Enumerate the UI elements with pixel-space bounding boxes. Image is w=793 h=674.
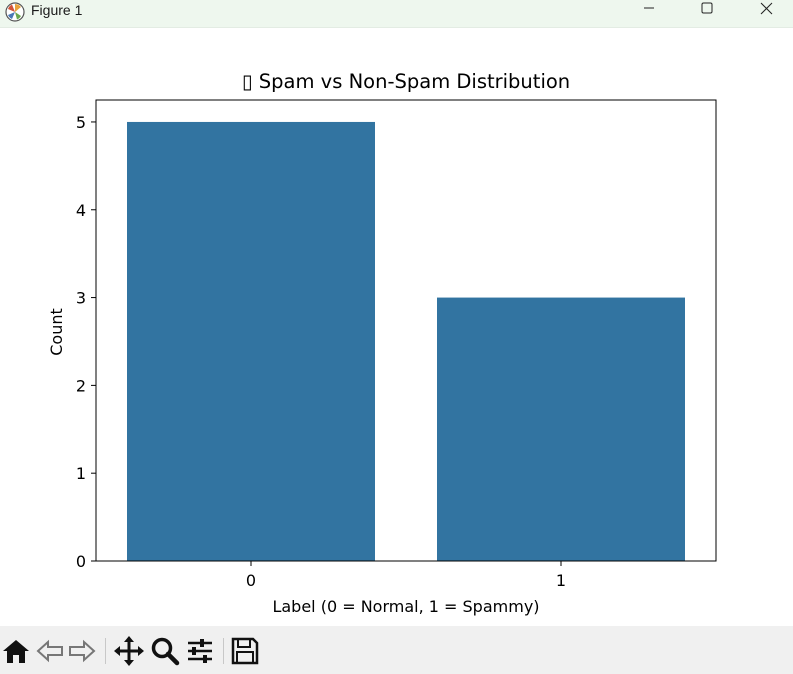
figure-canvas[interactable]: ▯ Spam vs Non-Spam Distribution 0 1 2 3 4 5 0… — [0, 28, 793, 626]
y-tick-label: 5 — [76, 113, 86, 132]
maximize-button[interactable] — [684, 0, 730, 22]
window-title: Figure 1 — [31, 2, 83, 18]
bar-chart: ▯ Spam vs Non-Spam Distribution 0 1 2 3 4 5 0… — [47, 70, 717, 616]
forward-icon — [69, 639, 96, 663]
y-tick-label: 3 — [76, 289, 86, 308]
x-axis-label: Label (0 = Normal, 1 = Spammy) — [272, 597, 539, 616]
forward-button[interactable] — [66, 635, 98, 667]
back-button[interactable] — [34, 635, 66, 667]
home-button[interactable] — [0, 635, 32, 667]
navigation-toolbar — [0, 626, 793, 674]
y-axis-label: Count — [47, 308, 66, 356]
matplotlib-logo-icon — [4, 1, 26, 23]
minimize-button[interactable] — [626, 0, 672, 22]
window-titlebar: Figure 1 — [0, 0, 793, 28]
close-icon — [760, 2, 773, 15]
y-tick-label: 4 — [76, 201, 86, 220]
home-icon — [3, 640, 29, 663]
y-tick-label: 0 — [76, 552, 86, 571]
configure-subplots-icon — [188, 639, 212, 663]
axes-frame — [95, 99, 717, 562]
zoom-icon — [151, 637, 180, 666]
back-icon — [36, 639, 63, 663]
bar-1 — [437, 297, 685, 561]
x-tick-label: 1 — [556, 571, 566, 590]
x-tick-label: 0 — [246, 571, 256, 590]
bar-0 — [127, 121, 375, 561]
y-tick-label: 2 — [76, 376, 86, 395]
y-tick-label: 1 — [76, 464, 86, 483]
zoom-button[interactable] — [149, 635, 181, 667]
save-icon — [231, 637, 259, 665]
toolbar-separator — [105, 638, 106, 664]
chart-title: ▯ Spam vs Non-Spam Distribution — [242, 70, 570, 93]
pan-icon — [114, 636, 144, 666]
maximize-icon — [701, 2, 713, 14]
save-button[interactable] — [229, 635, 261, 667]
toolbar-separator — [223, 638, 224, 664]
minimize-icon — [644, 7, 654, 9]
configure-subplots-button[interactable] — [184, 635, 216, 667]
pan-button[interactable] — [113, 635, 145, 667]
close-button[interactable] — [743, 0, 789, 22]
